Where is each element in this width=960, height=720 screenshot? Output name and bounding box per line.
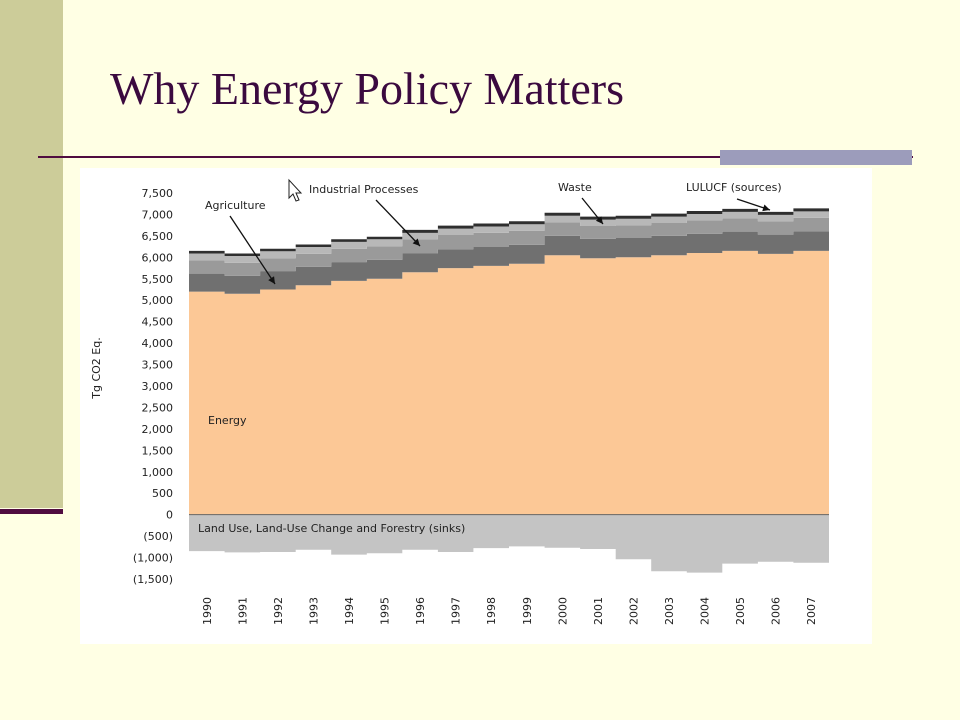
x-tick-label: 1997	[450, 597, 463, 625]
annotation-industrial-processes: Industrial Processes	[309, 183, 419, 196]
x-tick-label: 1994	[343, 597, 356, 625]
annotation-agriculture: Agriculture	[205, 199, 266, 212]
area-series-4	[189, 208, 829, 256]
annotation-arrowhead	[762, 204, 770, 212]
page-title: Why Energy Policy Matters	[110, 63, 624, 114]
x-tick-label: 2000	[556, 597, 569, 625]
side-accent	[0, 509, 63, 514]
annotation-lulucf-sinks: Land Use, Land-Use Change and Forestry (…	[198, 522, 465, 535]
x-tick-label: 1993	[307, 597, 320, 625]
annotation-arrowhead	[595, 216, 603, 224]
y-tick-label: 4,500	[142, 316, 174, 329]
title-rule	[38, 156, 913, 158]
annotation-arrow	[375, 199, 421, 247]
y-tick-label: 3,500	[142, 359, 174, 372]
y-tick-label: 6,000	[142, 251, 174, 264]
area-series-1	[189, 231, 829, 294]
y-tick-label: 500	[152, 487, 173, 500]
side-bar	[0, 0, 63, 508]
y-tick-label: 6,500	[142, 230, 174, 243]
y-tick-label: 2,500	[142, 401, 174, 414]
x-tick-label: 2007	[805, 597, 818, 625]
y-axis-label: Tg CO2 Eq.	[90, 337, 103, 399]
area-sink-series-0	[189, 514, 829, 573]
annotation-energy: Energy	[208, 414, 247, 427]
y-tick-label: (1,000)	[133, 552, 173, 565]
y-tick-label: (500)	[143, 530, 173, 543]
x-tick-label: 1998	[485, 597, 498, 625]
x-tick-label: 2001	[592, 597, 605, 625]
x-tick-label: 1991	[236, 597, 249, 625]
emissions-chart-svg: 7,500 7,000 6,500 6,000 5,500 5,000 4,500 4,000…	[90, 178, 829, 625]
x-tick-label: 2003	[663, 597, 676, 625]
y-tick-label: 7,500	[142, 187, 174, 200]
annotation-arrowhead	[412, 238, 420, 246]
x-tick-label: 2005	[734, 597, 747, 625]
annotation-arrowhead	[268, 276, 275, 284]
x-tick-label: 2002	[627, 597, 640, 625]
x-tick-label: 1990	[201, 597, 214, 625]
title-rule-block	[720, 150, 912, 165]
x-tick-label: 2004	[699, 597, 712, 625]
emissions-chart: 7,500 7,000 6,500 6,000 5,500 5,000 4,500 4,000…	[80, 168, 872, 644]
area-series-0	[189, 250, 829, 515]
y-tick-label: 0	[166, 509, 173, 522]
annotation-arrow	[229, 215, 276, 285]
x-tick-label: 1996	[414, 597, 427, 625]
x-tick-label: 1992	[272, 597, 285, 625]
x-tick-label: 1999	[521, 597, 534, 625]
y-tick-label: 1,500	[142, 444, 174, 457]
y-tick-label: 2,000	[142, 423, 174, 436]
annotation-waste: Waste	[558, 181, 592, 194]
area-series-2	[189, 217, 829, 276]
y-tick-label: 1,000	[142, 466, 174, 479]
y-tick-label: 3,000	[142, 380, 174, 393]
cursor-icon	[288, 178, 303, 202]
x-tick-label: 2006	[770, 597, 783, 625]
area-series-3	[189, 211, 829, 263]
y-tick-label: 7,000	[142, 208, 174, 221]
annotation-lulucf-sources: LULUCF (sources)	[686, 181, 782, 194]
x-tick-label: 1995	[379, 597, 392, 625]
y-tick-label: 4,000	[142, 337, 174, 350]
y-tick-label: 5,000	[142, 294, 174, 307]
y-tick-label: (1,500)	[133, 573, 173, 586]
y-tick-label: 5,500	[142, 273, 174, 286]
